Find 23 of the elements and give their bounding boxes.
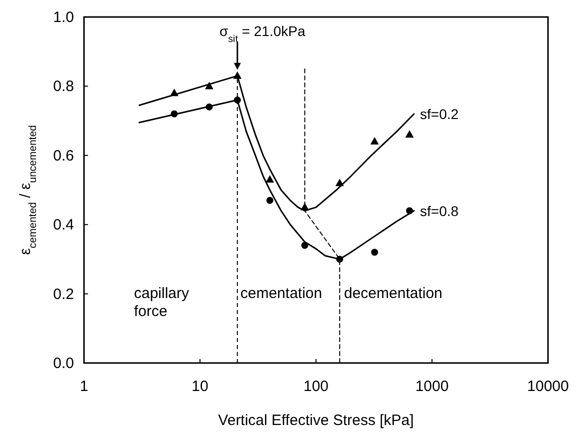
y-tick-label: 0.8: [53, 78, 74, 96]
point: [371, 248, 378, 256]
y-tick-label: 0.6: [53, 147, 74, 164]
y-tick-label: 0.4: [53, 216, 74, 234]
point: [370, 137, 379, 145]
point: [405, 130, 414, 138]
y-tick-label: 0.0: [53, 355, 74, 372]
annotation: capillary force: [134, 285, 190, 320]
series-label: sf=0.2: [420, 106, 459, 122]
x-tick-label: 10000: [527, 378, 569, 395]
x-tick-label: 1: [80, 378, 88, 395]
x-tick-label: 10: [192, 378, 208, 395]
point: [266, 196, 274, 204]
y-tick-label: 0.2: [53, 286, 74, 303]
annotation: σ$_{sit}$ = 21.0kPa: [219, 22, 306, 44]
x-tick-label: 100: [303, 378, 329, 395]
point: [266, 175, 274, 183]
series-label: sf=0.8: [420, 202, 459, 219]
x-axis-title: Vertical Effective Stress [kPa]: [218, 412, 414, 429]
annotation: decementation: [344, 285, 442, 302]
x-tick-label: 1000: [415, 378, 449, 395]
y-tick-label: 1.0: [53, 9, 74, 26]
annotation: cementation: [240, 285, 322, 302]
